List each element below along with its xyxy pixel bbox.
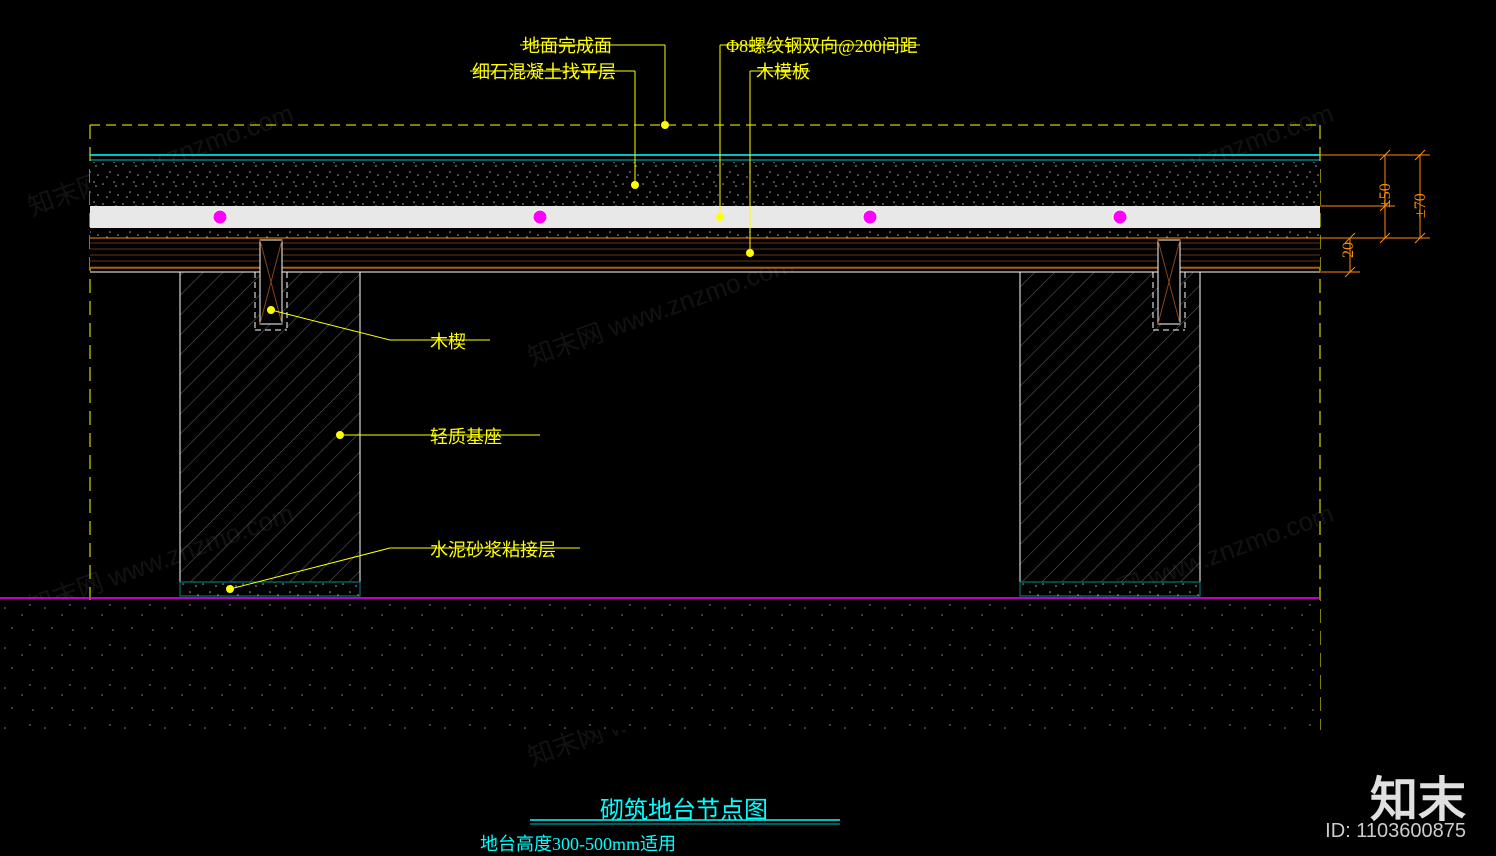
concrete-leveling-layer bbox=[90, 162, 1320, 206]
label-concrete-leveling: 细石混凝土找平层 bbox=[472, 58, 616, 84]
label-rebar: Φ8螺纹钢双向@200间距 bbox=[726, 32, 918, 58]
drawing-title: 砌筑地台节点图 bbox=[600, 790, 768, 825]
white-band bbox=[90, 206, 1320, 228]
label-mortar: 水泥砂浆粘接层 bbox=[430, 536, 556, 562]
wedge-right bbox=[1153, 240, 1185, 330]
wedge-left bbox=[255, 240, 287, 330]
label-base: 轻质基座 bbox=[430, 423, 502, 449]
brand-id: ID: 1103600875 bbox=[1325, 820, 1466, 843]
dim-50: ±50 bbox=[1377, 183, 1395, 208]
rebar-dot bbox=[1113, 210, 1127, 224]
dim-70: ±70 bbox=[1412, 193, 1430, 218]
mortar-right bbox=[1020, 582, 1200, 596]
ground-fill bbox=[0, 600, 1320, 730]
dim-20: 20 bbox=[1340, 242, 1358, 258]
drawing-subtitle: 地台高度300-500mm适用 bbox=[480, 830, 676, 856]
cad-drawing bbox=[0, 0, 1496, 855]
label-wedge: 木楔 bbox=[430, 328, 466, 354]
rebar-dot bbox=[533, 210, 547, 224]
rebar-dot bbox=[213, 210, 227, 224]
mortar-left bbox=[180, 582, 360, 596]
label-formwork: 木模板 bbox=[756, 58, 810, 84]
rebar-dot bbox=[863, 210, 877, 224]
label-finish-surface: 地面完成面 bbox=[522, 32, 612, 58]
